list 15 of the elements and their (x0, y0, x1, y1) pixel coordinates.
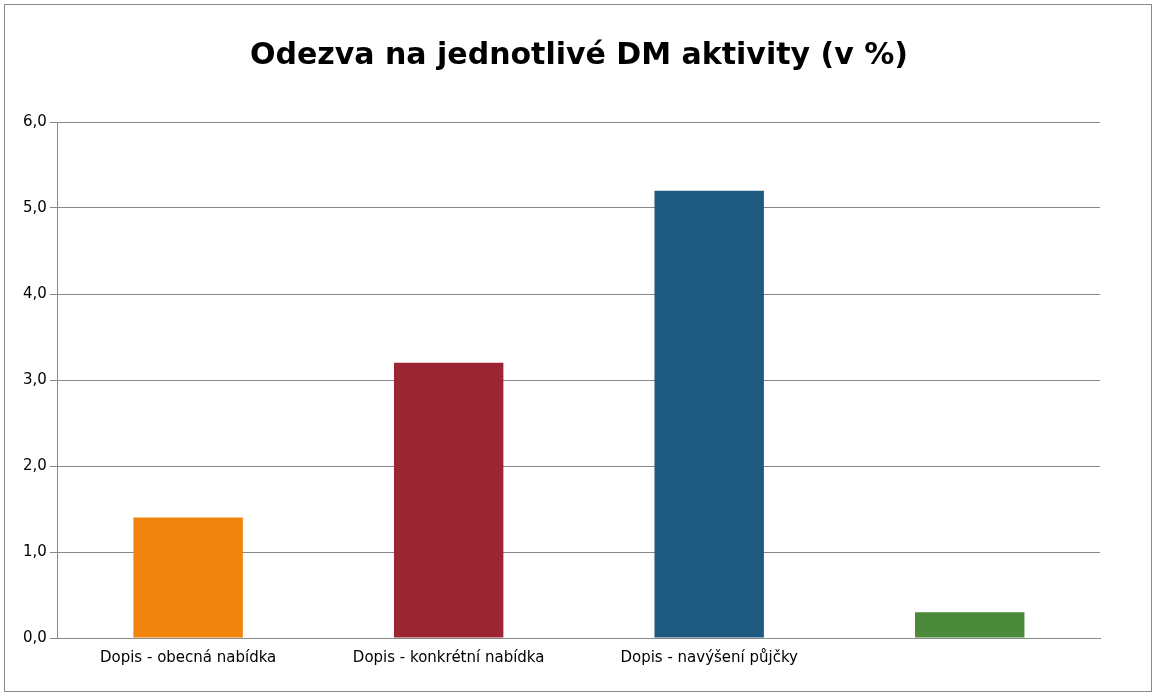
y-tick-label: 0,0 (23, 627, 47, 646)
chart-title: Odezva na jednotlivé DM aktivity (v %) (248, 36, 910, 71)
y-tick-label: 5,0 (23, 197, 47, 216)
y-tick-label: 4,0 (23, 283, 47, 302)
x-tick-label: Dopis - konkrétní nabídka (352, 647, 545, 666)
x-tick-label: Dopis - navýšení půjčky (620, 647, 799, 666)
bar (393, 362, 504, 638)
y-tick-label: 1,0 (23, 541, 47, 560)
bar (133, 517, 243, 638)
y-tick-label: 2,0 (23, 455, 47, 474)
y-tick-label: 3,0 (23, 369, 47, 388)
bar (654, 190, 764, 638)
y-tick-label: 6,0 (23, 111, 47, 130)
x-tick-label: Dopis - obecná nabídka (99, 647, 277, 666)
bar (915, 612, 1025, 638)
